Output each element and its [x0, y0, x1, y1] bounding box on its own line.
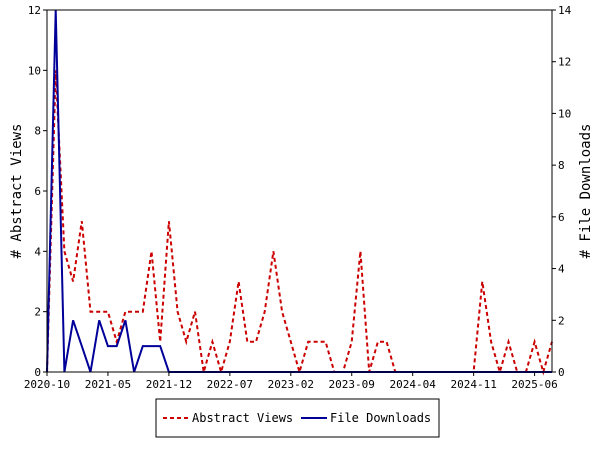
x-tick-label: 2024-11 [450, 378, 496, 391]
series-line-abstract-views [46, 70, 553, 376]
right-tick-label: 2 [558, 314, 565, 327]
x-tick-label: 2022-07 [207, 378, 253, 391]
right-tick-label: 10 [558, 107, 571, 120]
x-tick-label: 2023-09 [329, 378, 375, 391]
left-tick-label: 0 [34, 366, 41, 379]
x-tick-label: 2023-02 [268, 378, 314, 391]
x-tick-label: 2021-05 [85, 378, 131, 391]
left-tick-label: 4 [34, 245, 41, 258]
left-axis-title: # Abstract Views [9, 124, 25, 259]
left-tick-label: 6 [34, 185, 41, 198]
right-tick-label: 8 [558, 159, 565, 172]
x-tick-label: 2024-04 [390, 378, 437, 391]
x-tick-label: 2021-12 [146, 378, 192, 391]
legend: Abstract Views File Downloads [155, 398, 440, 438]
right-tick-label: 0 [558, 366, 565, 379]
left-tick-label: 12 [28, 4, 41, 17]
right-tick-label: 4 [558, 263, 565, 276]
legend-label-file-downloads: File Downloads [330, 411, 431, 425]
right-tick-label: 14 [558, 4, 572, 17]
left-tick-label: 8 [34, 125, 41, 138]
right-axis-title: # File Downloads [578, 124, 594, 259]
right-axis: 0 2 4 6 8 10 12 14 [552, 4, 572, 379]
series-line-file-downloads [46, 9, 552, 373]
x-tick-label: 2020-10 [24, 378, 70, 391]
left-tick-label: 10 [28, 64, 41, 77]
right-tick-label: 6 [558, 211, 565, 224]
right-tick-label: 12 [558, 56, 571, 69]
left-axis: 0 2 4 6 8 10 12 [28, 4, 47, 379]
plot-frame [46, 9, 553, 373]
legend-box [155, 398, 440, 438]
plot-lines [46, 9, 553, 376]
legend-label-abstract-views: Abstract Views [192, 411, 293, 425]
x-tick-label: 2025-06 [511, 378, 557, 391]
left-tick-label: 2 [34, 306, 41, 319]
x-axis: 2020-10 2021-05 2021-12 2022-07 2023-02 2023-… [24, 372, 558, 391]
